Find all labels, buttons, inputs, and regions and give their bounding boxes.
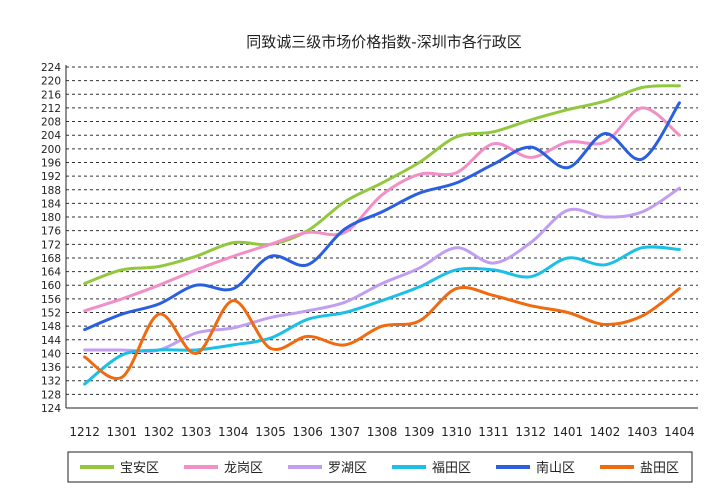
x-tick-label: 1308: [367, 425, 398, 439]
y-tick-label: 196: [41, 157, 61, 169]
series-line-4: [83, 245, 681, 386]
y-tick-label: 164: [41, 267, 61, 279]
x-tick-label: 1212: [69, 425, 100, 439]
legend-label-2: 龙岗区: [224, 461, 263, 476]
y-tick-label: 176: [41, 226, 61, 238]
x-tick-label: 1307: [330, 425, 361, 439]
x-tick-label: 1401: [553, 425, 584, 439]
x-tick-label: 1304: [218, 425, 249, 439]
legend-label-4: 福田区: [432, 461, 471, 476]
y-tick-label: 180: [41, 212, 61, 224]
x-tick-label: 1301: [106, 425, 137, 439]
legend-box: [67, 451, 693, 483]
y-tick-label: 168: [41, 253, 61, 265]
y-axis-ticks: 1241281321361401441481521561601641681721…: [41, 62, 61, 415]
legend-label-1: 宝安区: [120, 461, 159, 476]
grid: [66, 66, 698, 395]
series-line-5: [83, 101, 681, 332]
x-tick-label: 1403: [627, 425, 658, 439]
x-tick-label: 1310: [441, 425, 472, 439]
y-tick-label: 160: [41, 280, 61, 292]
x-tick-label: 1309: [404, 425, 435, 439]
y-tick-label: 172: [41, 239, 61, 251]
x-tick-label: 1305: [255, 425, 286, 439]
x-tick-label: 1402: [590, 425, 621, 439]
legend-label-6: 盐田区: [640, 461, 679, 476]
y-tick-label: 184: [41, 198, 61, 210]
y-tick-label: 216: [41, 89, 61, 101]
y-tick-label: 128: [41, 389, 61, 401]
axes: [65, 65, 698, 409]
y-tick-label: 192: [41, 171, 61, 183]
series-line-3: [83, 186, 681, 353]
y-tick-label: 140: [41, 348, 61, 360]
y-tick-label: 212: [41, 103, 61, 115]
chart-title: 同致诚三级市场价格指数-深圳市各行政区: [246, 33, 521, 51]
y-tick-label: 188: [41, 185, 61, 197]
x-axis-ticks: 1212 1301 1302 1303 1304 1305 1306 1307 1308 1309…: [69, 425, 694, 439]
y-tick-label: 156: [41, 294, 61, 306]
series-line-1: [83, 84, 681, 285]
y-tick-label: 152: [41, 308, 61, 320]
series-line-2: [83, 106, 681, 313]
x-tick-label: 1302: [144, 425, 175, 439]
y-tick-label: 224: [41, 62, 61, 74]
y-tick-label: 136: [41, 362, 61, 374]
series-line-6: [83, 285, 681, 381]
legend-label-5: 南山区: [536, 460, 575, 476]
x-tick-label: 1404: [664, 425, 695, 439]
x-tick-label: 1312: [515, 425, 546, 439]
legend-label-3: 罗湖区: [328, 461, 367, 476]
y-tick-label: 148: [41, 321, 61, 333]
y-tick-label: 220: [41, 76, 61, 88]
x-tick-label: 1311: [478, 425, 509, 439]
y-tick-label: 144: [41, 335, 61, 347]
x-tick-label: 1306: [292, 425, 323, 439]
legend: 宝安区 龙岗区 罗湖区 福田区 南山区 盐田区: [67, 451, 693, 483]
series-lines: [83, 84, 681, 386]
y-tick-label: 132: [41, 376, 61, 388]
y-tick-label: 208: [41, 117, 61, 129]
y-tick-label: 204: [41, 130, 61, 142]
x-tick-label: 1303: [181, 425, 212, 439]
y-tick-label: 124: [41, 403, 61, 415]
y-tick-label: 200: [41, 144, 61, 156]
